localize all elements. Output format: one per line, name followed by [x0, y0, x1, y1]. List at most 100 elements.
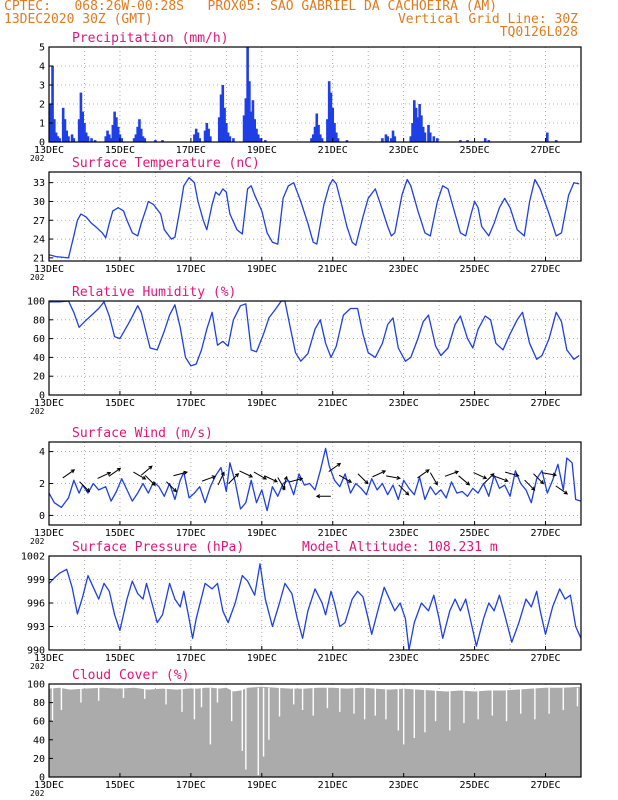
precip-bar [141, 136, 145, 142]
precip-bar [228, 136, 232, 142]
precipitation-ytick-label: 4 [39, 62, 45, 73]
humidity-ytick-label: 80 [33, 315, 45, 326]
precip-bar [420, 115, 423, 142]
precipitation-panel [48, 46, 582, 143]
humidity-xtick-label: 21DEC [318, 398, 348, 409]
precip-bar [264, 140, 267, 142]
wind-arrow [372, 470, 387, 478]
wind-arrow [315, 494, 331, 499]
pressure-ytick-label: 990 [27, 646, 45, 657]
wind-arrow [201, 475, 217, 482]
wind-arrow [417, 469, 430, 479]
wind-arrow [133, 471, 147, 480]
precip-bar [389, 138, 393, 142]
precipitation-ytick-label: 3 [39, 81, 45, 92]
pressure-title: Surface Pressure (hPa) [72, 540, 244, 555]
cloud-ytick-label: 40 [33, 735, 45, 746]
precipitation-xtick-label: 21DEC [318, 145, 348, 156]
precip-bar [65, 130, 69, 142]
wind-arrow [239, 470, 254, 478]
precip-bar [331, 107, 335, 142]
precip-bar [246, 47, 249, 142]
wind-arrow [458, 475, 471, 486]
precipitation-frame [48, 46, 582, 143]
precip-bar [138, 119, 141, 142]
precip-bar [109, 138, 113, 142]
wind-arrow [288, 477, 304, 483]
pressure-xtick-label: 21DEC [318, 653, 348, 664]
precip-bar [79, 92, 83, 142]
precip-bar [61, 107, 65, 142]
precip-bar [459, 140, 462, 142]
temperature-title: Surface Temperature (nC) [72, 156, 260, 171]
temperature-xtick-label: 17DEC [176, 264, 206, 275]
precip-bar [115, 117, 118, 142]
precip-bar [329, 92, 333, 142]
precip-bar [54, 132, 58, 142]
precip-bar [427, 124, 430, 142]
wind-arrow [253, 471, 267, 480]
precip-bar [487, 140, 491, 142]
wind-arrow [398, 484, 410, 496]
wind-arrow [473, 472, 488, 480]
wind-xtick-label: 25DEC [460, 528, 490, 539]
header-grid-line: Vertical Grid Line: 30Z [397, 12, 578, 27]
precip-bar [132, 138, 136, 142]
pressure-ytick-label: 996 [27, 599, 45, 610]
precip-bar [326, 119, 329, 142]
precip-bar [413, 100, 416, 142]
humidity-title: Relative Humidity (%) [72, 285, 236, 300]
precipitation-year-label: 202 [30, 154, 45, 163]
wind-arrow [555, 485, 569, 495]
wind-title: Surface Wind (m/s) [72, 426, 213, 441]
precip-bar [251, 100, 255, 142]
precip-bar [242, 115, 246, 142]
precip-bar [411, 123, 414, 142]
cloud-panel [48, 683, 582, 778]
precip-bar [53, 119, 56, 142]
wind-arrow [173, 470, 188, 477]
cloud-xtick-label: 15DEC [105, 780, 135, 791]
wind-ytick-label: 0 [39, 511, 45, 522]
humidity-frame [48, 300, 582, 396]
wind-arrow [79, 481, 91, 493]
cloud-year-label: 202 [30, 789, 45, 798]
wind-arrow [97, 471, 112, 479]
temperature-ytick-label: 33 [33, 178, 45, 189]
precip-bar [203, 130, 207, 142]
humidity-ytick-label: 100 [27, 297, 45, 308]
precip-bar [249, 111, 253, 142]
cloud-ytick-label: 20 [33, 754, 45, 765]
pressure-xtick-label: 17DEC [176, 653, 206, 664]
precipitation-xtick-label: 25DEC [460, 145, 490, 156]
precip-bar [253, 119, 257, 142]
precip-bar [107, 134, 111, 142]
precip-bar [554, 140, 558, 142]
precip-bar [77, 119, 81, 142]
precip-bar [134, 134, 138, 142]
temperature-xtick-label: 19DEC [247, 264, 277, 275]
precip-bar [113, 111, 116, 142]
pressure-ytick-label: 993 [27, 622, 45, 633]
temperature-xtick-label: 25DEC [460, 264, 490, 275]
precip-bar [418, 104, 421, 142]
precip-bar [436, 138, 439, 142]
pressure-annotation: Model Altitude: 108.231 m [302, 540, 498, 555]
humidity-xtick-label: 25DEC [460, 398, 490, 409]
precip-bar [120, 138, 124, 142]
precip-bar [90, 138, 93, 142]
wind-arrow [144, 475, 156, 486]
precip-bar [136, 126, 139, 142]
wind-panel [48, 441, 582, 526]
precip-bar [196, 132, 200, 142]
precip-bar [93, 140, 97, 142]
wind-arrow [524, 479, 536, 491]
precip-bar [104, 136, 108, 142]
precip-bar [70, 134, 74, 142]
wind-xtick-label: 23DEC [389, 528, 419, 539]
cloud-ytick-label: 0 [39, 773, 45, 784]
pressure-year-label: 202 [30, 662, 45, 671]
precip-bar [219, 94, 223, 142]
wind-arrow [217, 471, 225, 486]
